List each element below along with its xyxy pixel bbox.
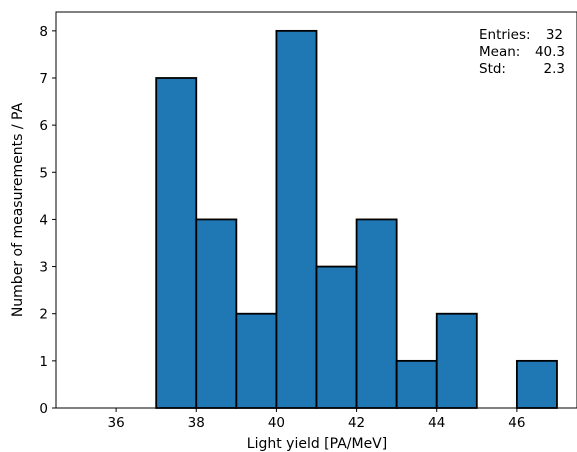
ticks-layer: 36 38 40 42 44 46 0 1 2 3 4 5 6 7 8 (39, 24, 525, 431)
x-tick-label: 42 (348, 415, 365, 431)
stats-entries-label: Entries: (479, 27, 531, 43)
y-tick-label: 5 (39, 165, 48, 181)
y-tick-label: 1 (39, 354, 48, 370)
stats-box: Entries: 32 Mean: 40.3 Std: 2.3 (479, 27, 565, 77)
y-tick-label: 4 (39, 212, 48, 228)
x-tick-label: 36 (108, 415, 125, 431)
histogram-bar (195, 218, 238, 409)
histogram-bar (395, 359, 438, 409)
stats-std-label: Std: (479, 61, 506, 77)
histogram-bar (275, 29, 318, 409)
y-axis-title: Number of measurements / PA (10, 102, 26, 317)
plot-frame (55, 11, 577, 409)
stats-mean-value: 40.3 (535, 44, 565, 60)
histogram-bar (155, 77, 198, 409)
y-tick-label: 6 (39, 118, 48, 134)
histogram-bar (355, 218, 398, 409)
stats-std-value: 2.3 (544, 61, 565, 77)
x-tick-label: 38 (188, 415, 205, 431)
x-tick-label: 46 (508, 415, 525, 431)
y-tick-label: 7 (39, 71, 48, 87)
histogram-bar (435, 312, 478, 409)
x-tick-label: 44 (428, 415, 445, 431)
y-tick-label: 8 (39, 24, 48, 40)
x-tick-label: 40 (268, 415, 285, 431)
stats-entries-value: 32 (546, 27, 563, 43)
stats-mean-label: Mean: (479, 44, 520, 60)
histogram-bar (315, 265, 358, 409)
y-tick-label: 0 (39, 401, 48, 417)
bars-layer (155, 29, 558, 409)
histogram-bar (515, 359, 558, 409)
y-tick-label: 3 (39, 260, 48, 276)
x-axis-title: Light yield [PA/MeV] (247, 436, 387, 452)
histogram-bar (235, 312, 278, 409)
y-tick-label: 2 (39, 307, 48, 323)
